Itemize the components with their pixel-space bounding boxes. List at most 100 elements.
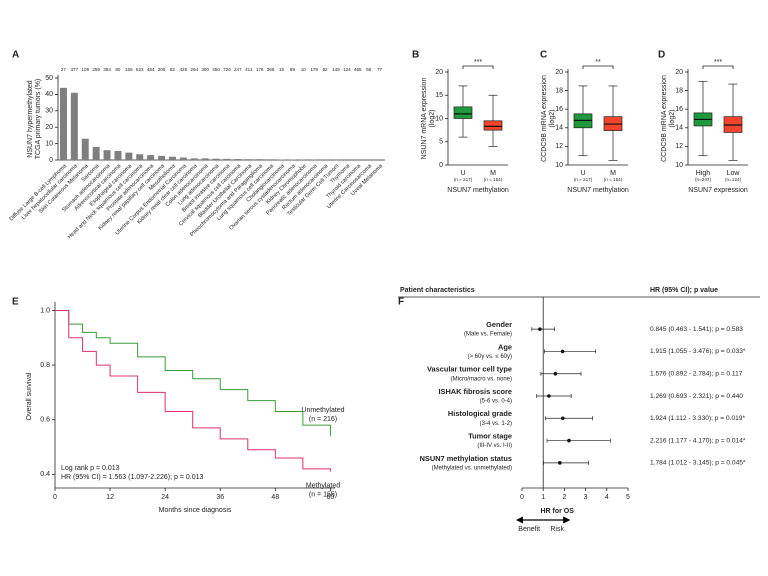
x-tick-label: 4 bbox=[605, 494, 609, 501]
y-axis-label: CCDC9B mRNA expression bbox=[541, 75, 548, 162]
sample-size: 726 bbox=[223, 67, 231, 72]
y-tick-label: 10 bbox=[675, 162, 683, 169]
sample-size: 80 bbox=[115, 67, 121, 72]
x-axis-label: NSUN7 methylation bbox=[567, 187, 629, 194]
y-tick-label: 20 bbox=[45, 124, 53, 131]
row-sublabel: (3-4 vs. 1-2) bbox=[480, 421, 512, 427]
sample-size: 294 bbox=[190, 67, 198, 72]
y-tick-label: 10 bbox=[555, 162, 563, 169]
row-result: 1.924 (1.112 - 3.330); p = 0.019* bbox=[650, 415, 745, 422]
bar bbox=[136, 154, 144, 160]
x-tick-label: 0 bbox=[53, 494, 57, 501]
n-label: (n = 154) bbox=[604, 177, 623, 182]
sample-size: 247 bbox=[234, 67, 242, 72]
significance-bracket bbox=[582, 65, 614, 69]
y-tick-label: 10 bbox=[45, 140, 53, 147]
bar bbox=[223, 158, 231, 160]
x-tick-label: 48 bbox=[271, 494, 279, 501]
y-tick-label: 14 bbox=[675, 125, 683, 132]
header: Patient characteristics bbox=[400, 287, 475, 294]
x-tick-label: U bbox=[580, 170, 585, 177]
x-tick-label: 3 bbox=[584, 494, 588, 501]
n-label: (n=124) bbox=[725, 177, 741, 182]
row-label: Gender bbox=[486, 320, 512, 329]
y-tick-label: 16 bbox=[555, 106, 563, 113]
hr-point bbox=[547, 394, 551, 398]
x-tick-label: U bbox=[460, 170, 465, 177]
y-tick-label: 0.6 bbox=[40, 417, 50, 424]
hr-point bbox=[567, 438, 571, 443]
sample-size: 259 bbox=[92, 67, 100, 72]
row-result: 1.915 (1.055 - 3.476); p = 0.033* bbox=[650, 348, 746, 355]
row-result: 1.576 (0.892 - 2.784); p = 0.117 bbox=[650, 370, 743, 377]
bar bbox=[147, 155, 155, 160]
hr-point bbox=[553, 371, 558, 376]
bar bbox=[234, 159, 242, 160]
y-tick-label: 30 bbox=[45, 108, 53, 115]
x-tick-label: 24 bbox=[161, 494, 169, 501]
bar bbox=[158, 155, 166, 160]
x-tick-label: Low bbox=[727, 170, 741, 177]
header: HR (95% CI); p value bbox=[650, 287, 718, 294]
sample-size: 149 bbox=[332, 67, 340, 72]
y-tick-label: 14 bbox=[555, 125, 563, 132]
direction-label: Benefit bbox=[518, 526, 540, 533]
row-label: Vascular tumor cell type bbox=[427, 365, 512, 374]
legend-label: Unmethylated bbox=[301, 407, 344, 414]
row-sublabel: (> 60y vs. ≤ 60y) bbox=[468, 354, 512, 360]
direction-label: Risk bbox=[550, 526, 564, 533]
sample-size: 109 bbox=[81, 67, 89, 72]
hr-point bbox=[538, 327, 542, 331]
y-tick-label: 0 bbox=[49, 157, 53, 164]
bar bbox=[114, 150, 122, 160]
box bbox=[483, 120, 503, 131]
y-tick-label: 18 bbox=[555, 87, 563, 94]
panel-letter: D bbox=[658, 50, 665, 61]
sample-size: 69 bbox=[290, 67, 296, 72]
bar bbox=[267, 159, 275, 160]
x-tick-label: 1 bbox=[541, 494, 545, 501]
x-axis-label: HR for OS bbox=[540, 508, 574, 515]
x-axis-label: NSUN7 methylation bbox=[447, 187, 509, 194]
panel-letter: A bbox=[12, 50, 19, 61]
sample-size: 124 bbox=[343, 67, 351, 72]
sample-size: 56 bbox=[366, 67, 372, 72]
y-tick-label: 16 bbox=[675, 106, 683, 113]
x-axis-label: NSUN7 expression bbox=[688, 187, 748, 194]
row-sublabel: (III-IV vs. I-II) bbox=[477, 443, 512, 449]
sample-size: 428 bbox=[180, 67, 188, 72]
y-tick-label: 20 bbox=[675, 69, 683, 76]
sample-size: 394 bbox=[103, 67, 111, 72]
sample-size: 19 bbox=[279, 67, 285, 72]
bar bbox=[125, 152, 133, 160]
bar bbox=[245, 159, 253, 160]
sample-size: 523 bbox=[136, 67, 144, 72]
sample-size: 179 bbox=[310, 67, 318, 72]
sample-size: 465 bbox=[354, 67, 362, 72]
sample-size: 176 bbox=[256, 67, 264, 72]
bar bbox=[70, 92, 78, 160]
y-tick-label: 0.4 bbox=[40, 471, 50, 478]
n-label: (n=247) bbox=[695, 177, 711, 182]
significance-bracket bbox=[702, 65, 734, 69]
y-tick-label: 18 bbox=[675, 87, 683, 94]
row-result: 1.784 (1.012 - 3.145); p = 0.045* bbox=[650, 460, 746, 467]
legend-label: Methylated bbox=[306, 482, 340, 489]
sample-size: 10 bbox=[301, 67, 307, 72]
x-tick-label: 5 bbox=[626, 494, 630, 501]
bar bbox=[92, 146, 100, 160]
sample-size: 377 bbox=[71, 67, 79, 72]
row-result: 1.269 (0.693 - 2.321); p = 0.440 bbox=[650, 393, 743, 400]
x-tick-label: High bbox=[696, 170, 711, 177]
y-tick-label: 12 bbox=[555, 143, 563, 150]
legend-n: (n = 155) bbox=[309, 491, 337, 498]
y-axis-label: NSUN7 hypermethylated bbox=[27, 80, 34, 158]
x-tick-label: 60 bbox=[327, 494, 335, 501]
row-label: NSUN7 methylation status bbox=[420, 454, 512, 463]
row-sublabel: (5-6 vs. 0-4) bbox=[480, 399, 512, 405]
bar bbox=[103, 150, 111, 160]
sample-size: 77 bbox=[377, 67, 383, 72]
box bbox=[453, 106, 473, 119]
n-label: (n = 154) bbox=[484, 177, 503, 182]
